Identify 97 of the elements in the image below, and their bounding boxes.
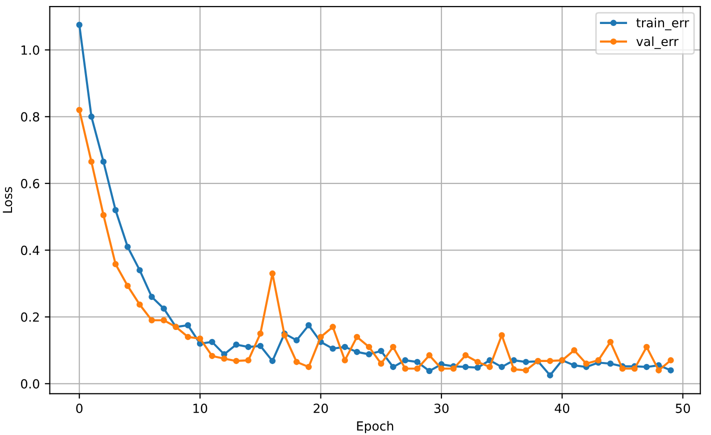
point (378, 360, 384, 367)
y-tick-label: 0.4 (20, 246, 40, 256)
point (668, 357, 674, 364)
point (257, 342, 264, 350)
x-tick-label: 0 (76, 404, 82, 414)
legend-label: val_err (636, 36, 679, 49)
point (100, 212, 107, 218)
point (656, 367, 662, 374)
point (76, 22, 82, 28)
point (438, 366, 445, 372)
point (208, 338, 216, 346)
point (607, 360, 614, 367)
point (486, 364, 493, 370)
point (607, 338, 614, 346)
y-tick-label: 0.2 (20, 312, 39, 322)
point (522, 358, 530, 366)
point (402, 357, 408, 364)
point (546, 358, 554, 364)
point (330, 345, 336, 352)
point (644, 344, 650, 350)
point (136, 267, 143, 274)
point (245, 344, 252, 350)
point (112, 261, 119, 268)
point (342, 357, 348, 364)
point (474, 358, 481, 366)
point (546, 372, 554, 378)
point (571, 347, 578, 354)
point (354, 348, 360, 356)
point (510, 357, 517, 364)
x-tick-label: 10 (193, 404, 208, 414)
point (184, 334, 192, 340)
point (293, 358, 300, 366)
y-axis-title: Loss (2, 187, 12, 213)
point (306, 322, 312, 328)
point (390, 344, 396, 350)
y-tick-label: 0.0 (20, 379, 40, 389)
point (306, 364, 312, 370)
point (414, 358, 420, 366)
point (595, 357, 602, 364)
point (160, 317, 167, 324)
point (583, 360, 590, 367)
legend-label: train_err (636, 18, 690, 30)
point (112, 206, 119, 214)
x-axis-title: Epoch (357, 421, 394, 434)
x-tick-label: 40 (554, 404, 570, 414)
point (221, 356, 228, 362)
point (644, 364, 650, 370)
point (160, 305, 167, 312)
point (342, 344, 348, 350)
point (88, 114, 95, 120)
point (269, 358, 276, 364)
point (631, 366, 638, 372)
point (245, 357, 252, 364)
point (462, 352, 469, 358)
point (402, 366, 408, 372)
point (124, 282, 131, 289)
point (450, 366, 457, 372)
point (390, 364, 396, 370)
point (426, 352, 432, 358)
point (136, 301, 143, 308)
point (76, 106, 82, 114)
point (318, 334, 324, 340)
x-tick-label: 30 (434, 404, 449, 414)
point (366, 351, 372, 358)
point (184, 322, 192, 328)
point (522, 367, 530, 374)
point (233, 341, 240, 348)
point (148, 294, 155, 300)
point (510, 366, 517, 372)
point (100, 158, 107, 165)
point (668, 367, 674, 374)
point (293, 337, 300, 344)
point (148, 317, 155, 324)
x-tick-label: 20 (314, 404, 328, 414)
point (124, 244, 131, 250)
x-tick-label: 50 (676, 404, 690, 414)
point (330, 324, 336, 330)
point (354, 334, 360, 340)
point (233, 358, 240, 364)
point (462, 364, 469, 370)
point (426, 368, 432, 374)
y-tick-label: 0.8 (20, 112, 40, 122)
point (196, 335, 204, 342)
point (269, 270, 276, 277)
y-tick-label: 1.0 (22, 45, 40, 55)
point (498, 364, 505, 370)
point (619, 366, 626, 372)
point (257, 330, 264, 337)
point (88, 158, 95, 165)
y-tick-label: 0.6 (20, 178, 40, 188)
point (208, 352, 216, 360)
point (474, 364, 481, 371)
point (378, 348, 384, 354)
point (366, 344, 372, 350)
point (414, 366, 420, 372)
point (498, 332, 505, 338)
point (571, 362, 578, 368)
